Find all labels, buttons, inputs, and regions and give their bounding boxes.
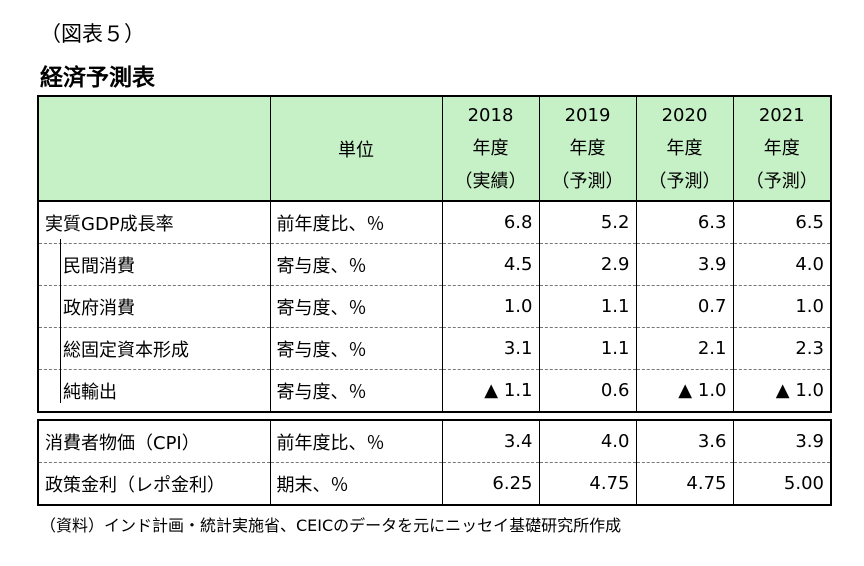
header-year-2019: 2019 年度 （予測） bbox=[538, 95, 637, 202]
cell-value: 4.0 bbox=[732, 243, 832, 286]
row-unit: 寄与度、％ bbox=[269, 327, 443, 370]
cell-value: 2.1 bbox=[635, 327, 734, 370]
table-row: 実質GDP成長率 前年度比、％ 6.8 5.2 6.3 6.5 bbox=[37, 201, 832, 244]
year-status: （予測） bbox=[745, 171, 818, 192]
year-label: 2020 bbox=[661, 105, 708, 126]
source-note: （資料）インド計画・統計実施省、CEICのデータを元にニッセイ基礎研究所作成 bbox=[40, 516, 622, 535]
row-label: 消費者物価（CPI） bbox=[37, 419, 271, 463]
cell-value: 4.75 bbox=[538, 462, 637, 506]
cell-value: 6.3 bbox=[635, 201, 734, 244]
row-label: 民間消費 bbox=[37, 243, 271, 286]
cell-value: 6.25 bbox=[441, 462, 540, 506]
indent-divider bbox=[60, 239, 61, 403]
header-year-2018: 2018 年度 （実績） bbox=[441, 95, 540, 202]
year-kind: 年度 bbox=[666, 138, 703, 159]
row-label: 政策金利（レポ金利） bbox=[37, 462, 271, 506]
cell-value: ▲ 1.1 bbox=[441, 369, 540, 413]
cell-value: 5.00 bbox=[732, 462, 832, 506]
table-row: 政府消費 寄与度、％ 1.0 1.1 0.7 1.0 bbox=[37, 285, 832, 328]
row-label: 総固定資本形成 bbox=[37, 327, 271, 370]
row-label: 政府消費 bbox=[37, 285, 271, 328]
year-kind: 年度 bbox=[472, 138, 509, 159]
header-unit: 単位 bbox=[269, 95, 443, 202]
cell-value: 4.75 bbox=[635, 462, 734, 506]
table-title: 経済予測表 bbox=[40, 65, 155, 91]
cell-value: 2.3 bbox=[732, 327, 832, 370]
table-row: 総固定資本形成 寄与度、％ 3.1 1.1 2.1 2.3 bbox=[37, 327, 832, 370]
header-row: 単位 2018 年度 （実績） 2019 年度 （予測） 2020 年度 （予測… bbox=[37, 95, 832, 202]
cell-value: 0.6 bbox=[538, 369, 637, 413]
year-label: 2019 bbox=[564, 105, 611, 126]
cell-value: 6.8 bbox=[441, 201, 540, 244]
row-label: 純輸出 bbox=[37, 369, 271, 413]
row-unit: 前年度比、％ bbox=[269, 419, 443, 463]
cell-value: 1.0 bbox=[441, 285, 540, 328]
table-row: 政策金利（レポ金利） 期末、％ 6.25 4.75 4.75 5.00 bbox=[37, 462, 832, 506]
year-status: （予測） bbox=[648, 171, 721, 192]
figure-label: （図表５） bbox=[40, 22, 145, 46]
row-unit: 前年度比、％ bbox=[269, 201, 443, 244]
year-kind: 年度 bbox=[763, 138, 800, 159]
cell-value: 4.0 bbox=[538, 419, 637, 463]
cell-value: 1.1 bbox=[538, 285, 637, 328]
cell-value: 2.9 bbox=[538, 243, 637, 286]
table-row: 民間消費 寄与度、％ 4.5 2.9 3.9 4.0 bbox=[37, 243, 832, 286]
row-label: 実質GDP成長率 bbox=[37, 201, 271, 244]
cell-value: 1.0 bbox=[732, 285, 832, 328]
cell-value: 3.9 bbox=[732, 419, 832, 463]
cell-value: 3.4 bbox=[441, 419, 540, 463]
year-kind: 年度 bbox=[569, 138, 606, 159]
cell-value: 4.5 bbox=[441, 243, 540, 286]
forecast-table: 単位 2018 年度 （実績） 2019 年度 （予測） 2020 年度 （予測… bbox=[37, 95, 832, 413]
year-status: （予測） bbox=[551, 171, 624, 192]
header-blank bbox=[37, 95, 271, 202]
table-row: 純輸出 寄与度、％ ▲ 1.1 0.6 ▲ 1.0 ▲ 1.0 bbox=[37, 369, 832, 413]
row-unit: 寄与度、％ bbox=[269, 369, 443, 413]
cell-value: ▲ 1.0 bbox=[635, 369, 734, 413]
cell-value: 6.5 bbox=[732, 201, 832, 244]
cell-value: 1.1 bbox=[538, 327, 637, 370]
row-unit: 寄与度、％ bbox=[269, 243, 443, 286]
cell-value: 3.6 bbox=[635, 419, 734, 463]
table-row: 消費者物価（CPI） 前年度比、％ 3.4 4.0 3.6 3.9 bbox=[37, 419, 832, 463]
header-year-2020: 2020 年度 （予測） bbox=[635, 95, 734, 202]
cell-value: 0.7 bbox=[635, 285, 734, 328]
row-unit: 寄与度、％ bbox=[269, 285, 443, 328]
price-rate-table: 消費者物価（CPI） 前年度比、％ 3.4 4.0 3.6 3.9 政策金利（レ… bbox=[37, 419, 832, 506]
cell-value: 3.9 bbox=[635, 243, 734, 286]
cell-value: ▲ 1.0 bbox=[732, 369, 832, 413]
row-unit: 期末、％ bbox=[269, 462, 443, 506]
year-status: （実績） bbox=[454, 171, 527, 192]
cell-value: 3.1 bbox=[441, 327, 540, 370]
year-label: 2018 bbox=[467, 105, 514, 126]
header-year-2021: 2021 年度 （予測） bbox=[732, 95, 832, 202]
cell-value: 5.2 bbox=[538, 201, 637, 244]
year-label: 2021 bbox=[758, 105, 805, 126]
